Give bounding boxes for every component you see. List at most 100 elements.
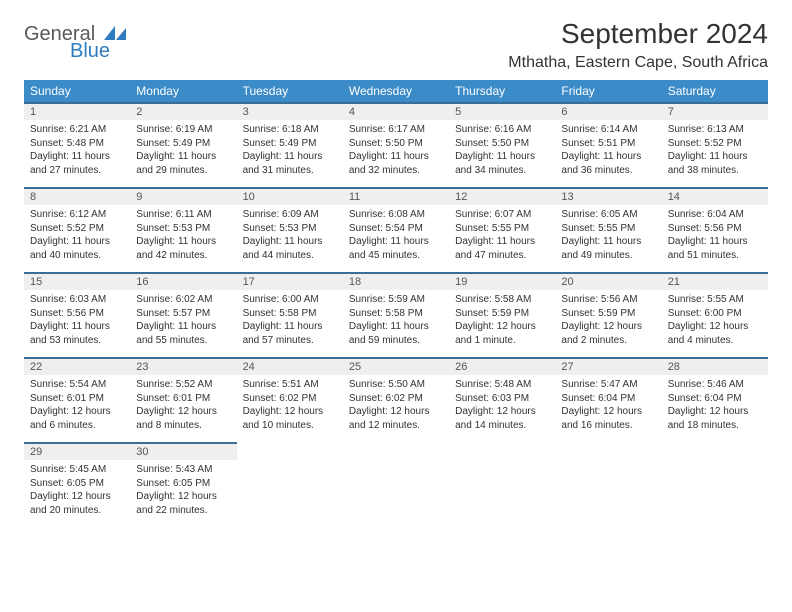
calendar-cell: 3Sunrise: 6:18 AMSunset: 5:49 PMDaylight… xyxy=(237,103,343,188)
day-number: 12 xyxy=(449,189,555,205)
day-number: 30 xyxy=(130,444,236,460)
day-number: 5 xyxy=(449,104,555,120)
weekday-header: Wednesday xyxy=(343,80,449,103)
day-details: Sunrise: 6:18 AMSunset: 5:49 PMDaylight:… xyxy=(237,120,343,187)
day-number: 16 xyxy=(130,274,236,290)
calendar-cell: 4Sunrise: 6:17 AMSunset: 5:50 PMDaylight… xyxy=(343,103,449,188)
day-number: 11 xyxy=(343,189,449,205)
day-details: Sunrise: 6:12 AMSunset: 5:52 PMDaylight:… xyxy=(24,205,130,272)
logo: General Blue xyxy=(24,24,126,61)
calendar-cell: 25Sunrise: 5:50 AMSunset: 6:02 PMDayligh… xyxy=(343,358,449,443)
title-block: September 2024 Mthatha, Eastern Cape, So… xyxy=(508,18,768,72)
day-details: Sunrise: 5:48 AMSunset: 6:03 PMDaylight:… xyxy=(449,375,555,442)
day-number: 2 xyxy=(130,104,236,120)
day-number: 13 xyxy=(555,189,661,205)
day-number: 14 xyxy=(662,189,768,205)
calendar-cell: 12Sunrise: 6:07 AMSunset: 5:55 PMDayligh… xyxy=(449,188,555,273)
calendar-cell: 2Sunrise: 6:19 AMSunset: 5:49 PMDaylight… xyxy=(130,103,236,188)
day-number: 28 xyxy=(662,359,768,375)
weekday-header: Sunday xyxy=(24,80,130,103)
calendar-row: 29Sunrise: 5:45 AMSunset: 6:05 PMDayligh… xyxy=(24,443,768,527)
day-details: Sunrise: 6:14 AMSunset: 5:51 PMDaylight:… xyxy=(555,120,661,187)
day-number: 26 xyxy=(449,359,555,375)
calendar-cell: 27Sunrise: 5:47 AMSunset: 6:04 PMDayligh… xyxy=(555,358,661,443)
calendar-cell: 1Sunrise: 6:21 AMSunset: 5:48 PMDaylight… xyxy=(24,103,130,188)
day-number: 24 xyxy=(237,359,343,375)
calendar-cell: 11Sunrise: 6:08 AMSunset: 5:54 PMDayligh… xyxy=(343,188,449,273)
day-details: Sunrise: 6:08 AMSunset: 5:54 PMDaylight:… xyxy=(343,205,449,272)
calendar-cell: 29Sunrise: 5:45 AMSunset: 6:05 PMDayligh… xyxy=(24,443,130,527)
calendar-cell: 8Sunrise: 6:12 AMSunset: 5:52 PMDaylight… xyxy=(24,188,130,273)
day-details: Sunrise: 6:21 AMSunset: 5:48 PMDaylight:… xyxy=(24,120,130,187)
day-details: Sunrise: 6:17 AMSunset: 5:50 PMDaylight:… xyxy=(343,120,449,187)
day-details: Sunrise: 5:51 AMSunset: 6:02 PMDaylight:… xyxy=(237,375,343,442)
day-details: Sunrise: 6:02 AMSunset: 5:57 PMDaylight:… xyxy=(130,290,236,357)
calendar-cell: 16Sunrise: 6:02 AMSunset: 5:57 PMDayligh… xyxy=(130,273,236,358)
calendar-table: Sunday Monday Tuesday Wednesday Thursday… xyxy=(24,80,768,527)
day-details: Sunrise: 5:54 AMSunset: 6:01 PMDaylight:… xyxy=(24,375,130,442)
day-details: Sunrise: 6:00 AMSunset: 5:58 PMDaylight:… xyxy=(237,290,343,357)
calendar-cell: 23Sunrise: 5:52 AMSunset: 6:01 PMDayligh… xyxy=(130,358,236,443)
calendar-cell: 18Sunrise: 5:59 AMSunset: 5:58 PMDayligh… xyxy=(343,273,449,358)
day-details: Sunrise: 5:43 AMSunset: 6:05 PMDaylight:… xyxy=(130,460,236,527)
day-details: Sunrise: 6:16 AMSunset: 5:50 PMDaylight:… xyxy=(449,120,555,187)
day-number: 9 xyxy=(130,189,236,205)
calendar-cell-empty xyxy=(662,443,768,527)
calendar-cell: 19Sunrise: 5:58 AMSunset: 5:59 PMDayligh… xyxy=(449,273,555,358)
day-number: 27 xyxy=(555,359,661,375)
day-number: 8 xyxy=(24,189,130,205)
day-number: 20 xyxy=(555,274,661,290)
day-details: Sunrise: 6:09 AMSunset: 5:53 PMDaylight:… xyxy=(237,205,343,272)
calendar-cell: 13Sunrise: 6:05 AMSunset: 5:55 PMDayligh… xyxy=(555,188,661,273)
day-details: Sunrise: 5:58 AMSunset: 5:59 PMDaylight:… xyxy=(449,290,555,357)
day-details: Sunrise: 6:05 AMSunset: 5:55 PMDaylight:… xyxy=(555,205,661,272)
day-number: 22 xyxy=(24,359,130,375)
day-number: 19 xyxy=(449,274,555,290)
day-number: 7 xyxy=(662,104,768,120)
day-number: 3 xyxy=(237,104,343,120)
day-details: Sunrise: 6:03 AMSunset: 5:56 PMDaylight:… xyxy=(24,290,130,357)
day-details: Sunrise: 5:55 AMSunset: 6:00 PMDaylight:… xyxy=(662,290,768,357)
day-number: 1 xyxy=(24,104,130,120)
calendar-cell: 17Sunrise: 6:00 AMSunset: 5:58 PMDayligh… xyxy=(237,273,343,358)
day-number: 18 xyxy=(343,274,449,290)
day-number: 6 xyxy=(555,104,661,120)
calendar-cell: 14Sunrise: 6:04 AMSunset: 5:56 PMDayligh… xyxy=(662,188,768,273)
calendar-cell: 28Sunrise: 5:46 AMSunset: 6:04 PMDayligh… xyxy=(662,358,768,443)
day-details: Sunrise: 5:45 AMSunset: 6:05 PMDaylight:… xyxy=(24,460,130,527)
day-number: 21 xyxy=(662,274,768,290)
calendar-cell: 9Sunrise: 6:11 AMSunset: 5:53 PMDaylight… xyxy=(130,188,236,273)
calendar-row: 15Sunrise: 6:03 AMSunset: 5:56 PMDayligh… xyxy=(24,273,768,358)
calendar-cell: 15Sunrise: 6:03 AMSunset: 5:56 PMDayligh… xyxy=(24,273,130,358)
day-details: Sunrise: 6:11 AMSunset: 5:53 PMDaylight:… xyxy=(130,205,236,272)
day-number: 15 xyxy=(24,274,130,290)
calendar-cell: 10Sunrise: 6:09 AMSunset: 5:53 PMDayligh… xyxy=(237,188,343,273)
day-number: 29 xyxy=(24,444,130,460)
day-number: 4 xyxy=(343,104,449,120)
calendar-cell: 6Sunrise: 6:14 AMSunset: 5:51 PMDaylight… xyxy=(555,103,661,188)
calendar-cell: 5Sunrise: 6:16 AMSunset: 5:50 PMDaylight… xyxy=(449,103,555,188)
calendar-cell-empty xyxy=(343,443,449,527)
day-details: Sunrise: 5:52 AMSunset: 6:01 PMDaylight:… xyxy=(130,375,236,442)
weekday-header: Friday xyxy=(555,80,661,103)
calendar-cell-empty xyxy=(449,443,555,527)
day-number: 23 xyxy=(130,359,236,375)
day-number: 10 xyxy=(237,189,343,205)
day-details: Sunrise: 5:56 AMSunset: 5:59 PMDaylight:… xyxy=(555,290,661,357)
calendar-cell: 26Sunrise: 5:48 AMSunset: 6:03 PMDayligh… xyxy=(449,358,555,443)
calendar-cell-empty xyxy=(555,443,661,527)
day-details: Sunrise: 6:19 AMSunset: 5:49 PMDaylight:… xyxy=(130,120,236,187)
calendar-row: 8Sunrise: 6:12 AMSunset: 5:52 PMDaylight… xyxy=(24,188,768,273)
day-details: Sunrise: 6:04 AMSunset: 5:56 PMDaylight:… xyxy=(662,205,768,272)
page-header: General Blue September 2024 Mthatha, Eas… xyxy=(24,18,768,72)
month-title: September 2024 xyxy=(508,18,768,50)
weekday-header: Tuesday xyxy=(237,80,343,103)
calendar-cell: 22Sunrise: 5:54 AMSunset: 6:01 PMDayligh… xyxy=(24,358,130,443)
day-number: 25 xyxy=(343,359,449,375)
calendar-cell: 24Sunrise: 5:51 AMSunset: 6:02 PMDayligh… xyxy=(237,358,343,443)
day-details: Sunrise: 5:59 AMSunset: 5:58 PMDaylight:… xyxy=(343,290,449,357)
calendar-cell: 7Sunrise: 6:13 AMSunset: 5:52 PMDaylight… xyxy=(662,103,768,188)
calendar-row: 22Sunrise: 5:54 AMSunset: 6:01 PMDayligh… xyxy=(24,358,768,443)
weekday-header: Saturday xyxy=(662,80,768,103)
day-details: Sunrise: 5:47 AMSunset: 6:04 PMDaylight:… xyxy=(555,375,661,442)
